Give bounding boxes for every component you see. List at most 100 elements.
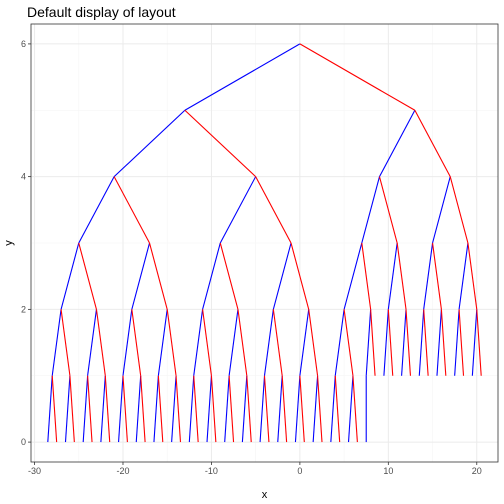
tree-edge-right [87,375,93,443]
x-axis-title: x [262,489,268,501]
tree-edge-right [396,242,407,310]
tree-edge-left [131,242,151,310]
tree-edge-right [246,375,252,443]
tree-edge-left [418,309,425,376]
tree-edge-right [51,375,58,443]
tree-edge-left [259,375,266,443]
tree-edge-right [113,176,151,244]
tree-edge-left [113,109,186,178]
tree-edge-right [458,309,465,376]
x-tick-label: 0 [297,466,302,476]
tree-edge-right [184,109,257,178]
tree-edge-right [95,309,106,376]
tree-edge-right [343,309,354,376]
tree-edge-right [449,176,469,244]
tree-edge-right [104,375,111,443]
tree-edge-right [60,309,71,376]
tree-edge-right [263,375,270,443]
tree-edge-right [361,242,372,310]
tree-edge-left [78,176,115,244]
tree-edge-right [405,309,411,376]
tree-edge-left [157,309,168,376]
tree-edge-left [47,375,53,443]
tree-edge-right [131,309,142,376]
tree-edge-left [135,375,142,443]
tree-edge-left [202,242,221,310]
x-tick-label: -10 [205,466,218,476]
tree-edge-right [467,242,478,310]
tree-edge-right [255,176,292,244]
x-tick-label: 10 [383,466,393,476]
grid [31,24,498,462]
tree-edge-right [219,242,239,310]
tree-edge-left [153,375,159,443]
tree-edge-left [436,309,442,376]
tree-edge-right [432,242,442,310]
tree-edge-right [290,242,310,310]
tree-edge-right [237,309,248,376]
tree-edge-left [100,375,106,443]
y-tick-label: 4 [21,172,26,182]
tree-edge-left [171,375,177,443]
tree-edge-right [193,375,199,443]
tree-edge-right [69,375,75,443]
tree-edge-left [82,375,89,443]
tree-edge-right [476,309,482,376]
tree-edge-left [383,309,389,376]
tree-edge-right [387,309,394,376]
axis-ticks: -30 -20 -10 0 10 20 0 2 4 6 [21,39,482,476]
tree-edge-right [140,375,146,443]
tree-edge-right [148,242,168,310]
tree-edge-left [312,375,319,443]
tree-edge-left [458,242,469,310]
tree-edge-left [471,309,478,376]
tree-edge-right [299,375,305,443]
tree-edge-left [334,309,345,376]
tree-edge-left [343,242,363,310]
tree-edge-right [440,309,447,376]
tree-edge-right [175,375,182,443]
tree-edge-left [193,309,204,376]
tree-edge-left [272,242,292,310]
tree-edge-left [365,309,372,376]
tree-edge-left [122,309,133,376]
y-axis-title: y [3,240,15,246]
tree-edge-left [219,176,257,244]
tree-edge-left [184,43,301,111]
panel-border [30,23,499,463]
tree-edge-right [202,309,212,376]
tree-edge-left [294,375,301,443]
tree-edge-left [432,176,451,244]
y-tick-label: 2 [21,304,26,314]
tree-edge-left [64,375,71,443]
tree-edge-left [347,375,354,443]
tree-edge-left [87,309,97,376]
tree-edge-right [352,375,358,443]
tree-edge-left [387,242,398,310]
tree-edge-right [370,309,376,376]
tree-edge-right [378,176,398,244]
x-tick-label: -30 [28,466,41,476]
tree-edge-left [228,309,239,376]
tree-edge-left [60,242,80,310]
tree-edge-left [454,309,460,376]
tree-edge-right [122,375,128,443]
tree-edge-right [166,309,177,376]
tree-edge-right [423,309,429,376]
tree-edge-right [308,309,319,376]
tree-edge-left [378,110,416,177]
tree-edge-right [210,375,217,443]
y-tick-label: 0 [21,437,26,447]
tree-edge-right [281,375,288,443]
chart-title: Default display of layout [27,4,176,20]
tree-edge-left [224,375,230,443]
tree-edge-right [317,375,323,443]
tree-edge-left [330,375,336,443]
tree-edge-left [188,375,195,443]
y-tick-label: 6 [21,39,26,49]
x-tick-label: 20 [472,466,482,476]
tree-edge-right [78,242,97,310]
tree-edge-right [414,110,451,177]
tree-edge-left [401,309,407,376]
